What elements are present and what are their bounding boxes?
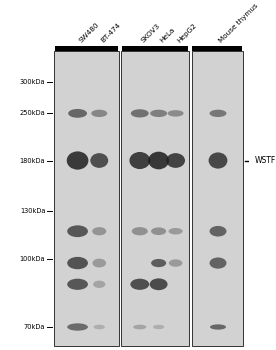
Text: 70kDa: 70kDa [24,324,45,330]
Ellipse shape [210,324,226,330]
Ellipse shape [151,228,166,235]
Text: SW480: SW480 [78,21,100,44]
FancyBboxPatch shape [55,46,118,50]
Ellipse shape [67,279,88,290]
Text: HeLa: HeLa [159,26,176,44]
Ellipse shape [209,110,227,117]
Ellipse shape [130,279,149,290]
Ellipse shape [209,258,227,269]
Ellipse shape [151,259,166,267]
FancyBboxPatch shape [121,51,189,346]
Ellipse shape [150,110,167,117]
Ellipse shape [90,153,108,168]
Ellipse shape [67,257,88,269]
Ellipse shape [153,325,164,329]
Text: WSTF: WSTF [255,156,276,165]
Ellipse shape [94,325,105,329]
Ellipse shape [67,152,88,170]
Ellipse shape [209,226,227,237]
Text: 300kDa: 300kDa [20,79,45,85]
Ellipse shape [68,109,87,118]
FancyBboxPatch shape [192,46,242,50]
Ellipse shape [148,152,169,169]
Text: 180kDa: 180kDa [20,158,45,163]
FancyBboxPatch shape [192,51,243,346]
Ellipse shape [67,225,88,237]
Ellipse shape [129,152,150,169]
Ellipse shape [91,110,107,117]
Ellipse shape [132,227,148,235]
Ellipse shape [169,228,183,234]
Text: HepG2: HepG2 [176,22,197,44]
Ellipse shape [92,259,106,267]
Text: SKOV3: SKOV3 [140,22,161,44]
FancyBboxPatch shape [54,51,119,346]
Ellipse shape [67,323,88,331]
Text: BT-474: BT-474 [99,21,121,44]
Text: 130kDa: 130kDa [20,208,45,214]
Ellipse shape [92,227,106,235]
Ellipse shape [168,110,184,117]
Ellipse shape [133,325,146,329]
Ellipse shape [93,281,105,288]
Text: Mouse thymus: Mouse thymus [218,2,259,44]
Ellipse shape [150,278,168,290]
Ellipse shape [209,152,227,169]
FancyBboxPatch shape [122,46,188,50]
Text: 250kDa: 250kDa [20,110,45,116]
Ellipse shape [169,259,182,267]
Text: 100kDa: 100kDa [20,256,45,262]
Ellipse shape [131,109,149,118]
Ellipse shape [166,153,185,168]
